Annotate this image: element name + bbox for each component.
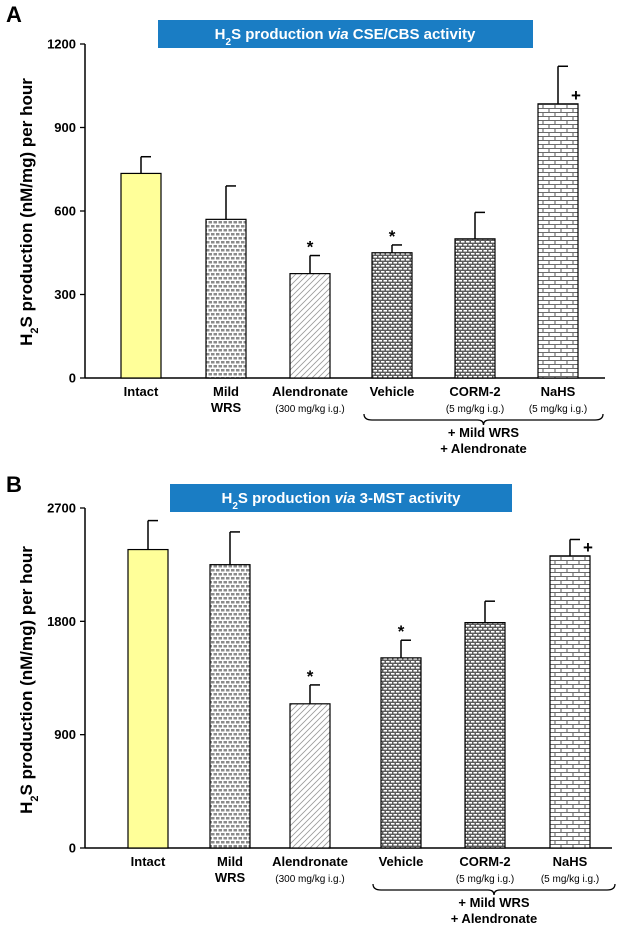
group-label: + Mild WRS [448,425,519,440]
y-tick-label: 2700 [47,501,76,516]
chart-title-background [158,20,533,48]
category-label: WRS [211,400,242,415]
significance-mark: * [307,238,314,257]
bar [209,564,251,849]
significance-mark: * [307,667,314,686]
bar [120,172,162,379]
bars: * * + [120,65,581,379]
y-tick-label: 900 [54,120,76,135]
panel-a: A H2S production via CSE/CBS activity H2… [6,2,605,456]
category-label: Vehicle [370,384,415,399]
y-axis-label: H2S production (nM/mg) per hour [17,78,41,346]
bar [127,548,169,849]
bar [289,273,331,379]
y-tick-label: 900 [54,727,76,742]
category-label: Intact [124,384,159,399]
category-label: NaHS [553,854,588,869]
y-tick-label: 1800 [47,614,76,629]
category-label: Intact [131,854,166,869]
axes: 0 300 600 900 1200 [47,37,605,386]
significance-mark: * [398,622,405,641]
group-label: + Alendronate [451,911,538,926]
panel-b: B H2S production via 3-MST activity H2S … [6,472,616,926]
dose-label: (300 mg/kg i.g.) [275,404,344,415]
group-brace [363,413,604,426]
category-label: Alendronate [272,854,348,869]
bar [289,703,331,849]
panel-label-b: B [6,472,22,497]
category-label: CORM-2 [449,384,500,399]
bar [537,103,579,379]
chart-title: H2S production via CSE/CBS activity [215,26,476,48]
chart-title-background [170,484,512,512]
y-tick-label: 600 [54,204,76,219]
panel-label-a: A [6,2,22,27]
significance-mark: * [389,227,396,246]
y-axis-label: H2S production (nM/mg) per hour [17,546,41,814]
significance-mark: + [571,86,581,105]
bar [380,657,422,849]
category-label: NaHS [541,384,576,399]
dose-label: (5 mg/kg i.g.) [456,874,514,885]
category-label: Mild [217,854,243,869]
bar [464,621,506,849]
category-label: Alendronate [272,384,348,399]
category-label: Mild [213,384,239,399]
bar [549,555,591,849]
axes: 0 900 1800 2700 [47,501,612,856]
bar [454,238,496,379]
bar [205,218,247,379]
group-label: + Mild WRS [458,895,529,910]
category-label: CORM-2 [459,854,510,869]
dose-label: (5 mg/kg i.g.) [529,404,587,415]
group-label: + Alendronate [440,441,527,456]
chart-title: H2S production via 3-MST activity [222,490,462,512]
dose-label: (5 mg/kg i.g.) [446,404,504,415]
y-tick-label: 0 [69,841,76,856]
category-label: WRS [215,870,246,885]
significance-mark: + [583,538,593,557]
bar [371,252,413,379]
y-tick-label: 1200 [47,37,76,52]
category-label: Vehicle [379,854,424,869]
dose-label: (300 mg/kg i.g.) [275,874,344,885]
y-tick-label: 0 [69,371,76,386]
dose-label: (5 mg/kg i.g.) [541,874,599,885]
y-tick-label: 300 [54,287,76,302]
bars: * * + [127,519,593,849]
group-brace [372,883,616,896]
